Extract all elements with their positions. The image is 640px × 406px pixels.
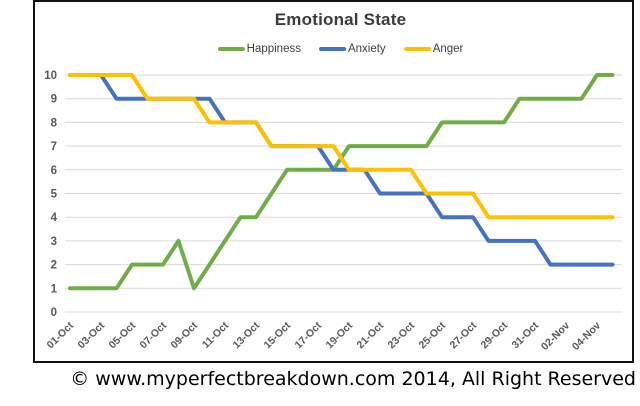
plot-area: 0 1 2 3 4 5 6 7 8 9 10 01-Oct 03-Oct 05-Oct 07-Oct 09-O… [44, 70, 622, 353]
chart-title: Emotional State [274, 10, 407, 29]
legend-swatch-happiness-icon [217, 47, 245, 51]
x-axis-tick-label: 23-Oct [386, 319, 418, 351]
y-axis-tick-label: 7 [51, 141, 57, 153]
legend-swatch-anxiety-icon [318, 47, 346, 51]
x-axis-tick-label: 19-Oct [324, 319, 356, 351]
x-axis-tick-label: 07-Oct [138, 319, 170, 351]
x-axis-tick-label: 02-Nov [539, 320, 572, 353]
y-axis-tick-label: 6 [51, 165, 57, 177]
legend-swatch-anger-icon [403, 47, 431, 51]
x-axis-tick-label: 05-Oct [107, 319, 139, 351]
y-axis-tick-label: 2 [51, 260, 57, 272]
legend-label: Anxiety [347, 43, 386, 55]
legend-item-anger: Anger [403, 43, 464, 55]
x-axis-tick-label: 09-Oct [169, 319, 201, 351]
x-axis-tick-label: 21-Oct [355, 319, 387, 351]
y-axis-tick-label: 10 [44, 70, 57, 82]
y-axis-tick-label: 3 [51, 236, 57, 248]
legend-label: Happiness [246, 43, 301, 55]
x-axis-tick-label: 27-Oct [448, 319, 480, 351]
copyright-text: © www.myperfectbreakdown.com 2014, All R… [70, 368, 636, 390]
y-axis-tick-label: 0 [51, 307, 57, 319]
x-axis-tick-label: 03-Oct [76, 319, 108, 351]
series-line-happiness [68, 73, 615, 291]
legend-item-anxiety: Anxiety [318, 43, 386, 55]
x-axis-tick-label: 13-Oct [231, 319, 263, 351]
y-axis-tick-label: 1 [51, 283, 58, 295]
x-axis-tick-label: 25-Oct [417, 319, 449, 351]
legend-label: Anger [432, 43, 464, 55]
x-axis-tick-label: 15-Oct [262, 319, 294, 351]
x-axis-tick-label: 17-Oct [293, 319, 325, 351]
y-axis-tick-label: 8 [51, 117, 58, 129]
y-axis-tick-label: 5 [51, 189, 58, 201]
x-axis-tick-label: 29-Oct [479, 319, 511, 351]
x-axis-tick-label: 31-Oct [510, 319, 542, 351]
chart-frame: 0 1 2 3 4 5 6 7 8 9 10 01-Oct 03-Oct 05-Oct 07-Oct 09-O… [33, 0, 634, 363]
y-axis-tick-label: 9 [51, 94, 57, 106]
x-axis-tick-label: 01-Oct [45, 319, 77, 351]
chart-legend: Happiness Anxiety Anger [49, 43, 632, 55]
legend-item-happiness: Happiness [217, 43, 301, 55]
y-axis-tick-label: 4 [51, 212, 58, 224]
x-axis-tick-label: 11-Oct [200, 319, 232, 351]
x-axis-tick-label: 04-Nov [570, 320, 603, 353]
series-line-anger [68, 73, 615, 220]
